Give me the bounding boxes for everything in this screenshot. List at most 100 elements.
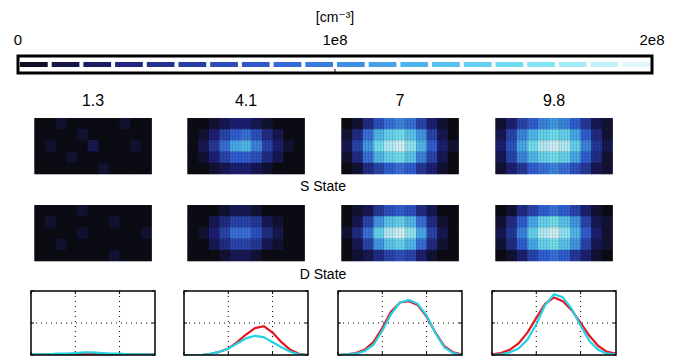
pixel-texture bbox=[259, 205, 260, 261]
pixel-texture bbox=[446, 205, 447, 261]
profile-panel bbox=[338, 291, 462, 355]
pixel-texture bbox=[362, 118, 363, 174]
pixel-texture bbox=[35, 244, 152, 245]
pixel-texture bbox=[413, 205, 414, 261]
pixel-texture bbox=[188, 154, 305, 155]
pixel-texture bbox=[537, 118, 538, 174]
pixel-texture bbox=[603, 118, 604, 174]
pixel-texture bbox=[223, 205, 224, 261]
pixel-texture bbox=[238, 205, 239, 261]
pixel-texture bbox=[501, 205, 502, 261]
panel-frame bbox=[31, 291, 155, 355]
pixel-texture bbox=[49, 205, 50, 261]
pixel-texture bbox=[395, 118, 396, 174]
pixel-texture bbox=[413, 118, 414, 174]
colorbar-step bbox=[210, 62, 238, 67]
pixel-texture bbox=[594, 205, 595, 261]
density-image bbox=[35, 118, 152, 174]
density-image bbox=[342, 205, 459, 261]
pixel-texture bbox=[350, 118, 351, 174]
pixel-texture bbox=[392, 118, 393, 174]
profile-line bbox=[184, 336, 308, 355]
pixel-texture bbox=[292, 205, 293, 261]
pixel-texture bbox=[188, 214, 305, 215]
pixel-texture bbox=[35, 256, 152, 257]
pixel-texture bbox=[342, 217, 459, 218]
colorbar-step bbox=[337, 62, 365, 67]
pixel-texture bbox=[588, 118, 589, 174]
pixel-texture bbox=[247, 205, 248, 261]
pixel-texture bbox=[585, 118, 586, 174]
pixel-texture bbox=[35, 139, 152, 140]
profile-panel bbox=[31, 291, 155, 355]
pixel-texture bbox=[196, 205, 197, 261]
density-cell bbox=[241, 239, 252, 251]
density-cell bbox=[395, 250, 406, 261]
pixel-texture bbox=[109, 205, 110, 261]
pixel-texture bbox=[564, 118, 565, 174]
colorbar-tick-label: 0 bbox=[14, 31, 22, 48]
pixel-texture bbox=[383, 118, 384, 174]
pixel-texture bbox=[342, 169, 459, 170]
colorbar-step bbox=[464, 62, 492, 67]
pixel-texture bbox=[188, 142, 305, 143]
pixel-texture bbox=[188, 172, 305, 173]
pixel-texture bbox=[342, 139, 459, 140]
pixel-texture bbox=[253, 205, 254, 261]
pixel-texture bbox=[88, 205, 89, 261]
density-cell bbox=[66, 163, 77, 175]
pixel-texture bbox=[386, 205, 387, 261]
image-background bbox=[188, 205, 305, 261]
density-image bbox=[342, 118, 459, 174]
colorbar-frame bbox=[18, 56, 652, 73]
pixel-texture bbox=[244, 205, 245, 261]
pixel-texture bbox=[188, 217, 305, 218]
profile-lines bbox=[184, 326, 308, 355]
grid-line bbox=[382, 291, 383, 355]
pixel-texture bbox=[188, 256, 305, 257]
density-cell bbox=[395, 239, 406, 251]
pixel-texture bbox=[256, 118, 257, 174]
row-label: D State bbox=[300, 266, 347, 282]
pixel-texture bbox=[609, 118, 610, 174]
pixel-texture bbox=[407, 118, 408, 174]
pixel-texture bbox=[188, 133, 305, 134]
pixel-texture bbox=[253, 118, 254, 174]
pixel-texture bbox=[342, 166, 459, 167]
pixel-texture bbox=[35, 145, 152, 146]
density-cell bbox=[373, 250, 384, 261]
pixel-texture bbox=[342, 211, 459, 212]
pixel-texture bbox=[422, 118, 423, 174]
pixel-texture bbox=[600, 118, 601, 174]
pixel-texture bbox=[342, 130, 459, 131]
pixel-texture bbox=[188, 163, 305, 164]
pixel-texture bbox=[496, 121, 613, 122]
pixel-texture bbox=[271, 205, 272, 261]
pixel-texture bbox=[368, 205, 369, 261]
pixel-texture bbox=[398, 118, 399, 174]
pixel-texture bbox=[496, 127, 613, 128]
colorbar-step bbox=[52, 62, 80, 67]
pixel-texture bbox=[377, 118, 378, 174]
profile-line bbox=[184, 326, 308, 355]
pixel-texture bbox=[35, 238, 152, 239]
pixel-texture bbox=[43, 118, 44, 174]
pixel-texture bbox=[419, 118, 420, 174]
pixel-texture bbox=[280, 205, 281, 261]
colorbar-step bbox=[242, 62, 270, 67]
density-image bbox=[188, 118, 305, 174]
pixel-texture bbox=[208, 118, 209, 174]
pixel-texture bbox=[188, 148, 305, 149]
colorbar-step bbox=[432, 62, 460, 67]
pixel-texture bbox=[139, 205, 140, 261]
pixel-texture bbox=[112, 205, 113, 261]
density-cell bbox=[549, 152, 560, 164]
pixel-texture bbox=[295, 205, 296, 261]
profile-line bbox=[492, 294, 616, 355]
pixel-texture bbox=[35, 142, 152, 143]
pixel-texture bbox=[546, 118, 547, 174]
pixel-texture bbox=[342, 160, 459, 161]
density-cell bbox=[88, 250, 99, 261]
pixel-texture bbox=[292, 118, 293, 174]
pixel-texture bbox=[365, 118, 366, 174]
